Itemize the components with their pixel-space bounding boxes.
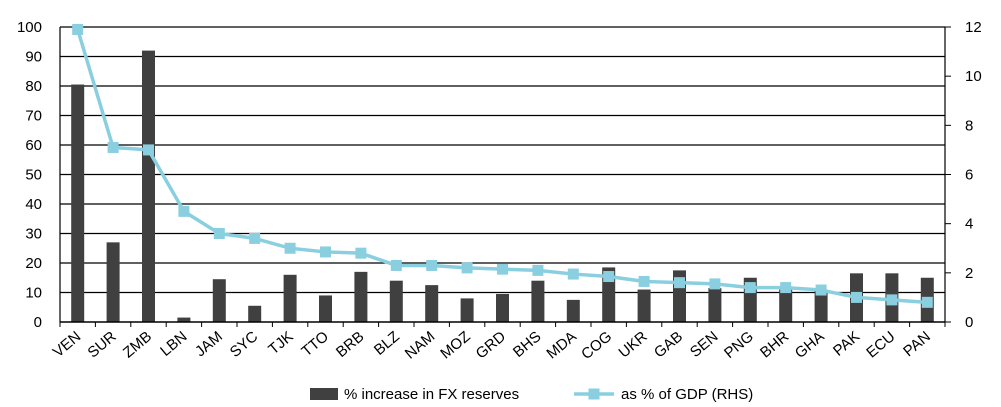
- bar-tjk: [283, 274, 297, 322]
- y-right-tick-label: 2: [965, 265, 973, 282]
- x-tick-label-gha: GHA: [792, 328, 828, 362]
- x-tick-label-moz: MOZ: [437, 328, 473, 362]
- line-point-sur: [107, 141, 119, 153]
- y-left-tick-label: 0: [34, 314, 42, 331]
- bar-nam: [425, 285, 439, 322]
- y-left-tick-label: 60: [25, 137, 42, 154]
- line-point-moz: [461, 262, 473, 274]
- x-tick-label-gab: GAB: [651, 328, 686, 361]
- x-tick-label-sur: SUR: [84, 328, 119, 361]
- y-left-tick-label: 40: [25, 196, 42, 213]
- line-series: [72, 23, 933, 308]
- x-tick-label-zmb: ZMB: [120, 328, 155, 361]
- legend-line-label: as % of GDP (RHS): [621, 386, 753, 403]
- y-right-tick-label: 12: [965, 19, 982, 36]
- x-tick-label-ecu: ECU: [863, 328, 898, 361]
- bar-sur: [106, 242, 120, 322]
- bar-bhs: [531, 280, 545, 322]
- x-tick-label-png: PNG: [721, 328, 757, 362]
- y-left-tick-label: 70: [25, 108, 42, 125]
- bar-mda: [566, 299, 580, 322]
- bar-ukr: [637, 289, 651, 322]
- line-point-png: [744, 282, 756, 294]
- x-tick-label-nam: NAM: [402, 328, 438, 362]
- legend-bar-label: % increase in FX reserves: [344, 386, 519, 403]
- y-left-tick-label: 10: [25, 285, 42, 302]
- y-left-tick-label: 90: [25, 49, 42, 66]
- bar-moz: [460, 298, 474, 322]
- x-tick-label-lbn: LBN: [157, 328, 190, 360]
- line-point-brb: [355, 247, 367, 259]
- bar-lbn: [177, 317, 191, 322]
- line-point-ven: [72, 23, 84, 35]
- bar-sen: [708, 288, 722, 322]
- y-right-tick-label: 8: [965, 117, 973, 134]
- legend: % increase in FX reserves as % of GDP (RH…: [310, 386, 753, 403]
- line-point-syc: [249, 232, 261, 244]
- line-point-jam: [213, 228, 225, 239]
- line-point-tto: [320, 246, 331, 258]
- x-tick-label-cog: COG: [578, 328, 615, 363]
- y-left-tick-label: 100: [17, 19, 42, 36]
- bar-ven: [71, 84, 85, 323]
- x-tick-label-grd: GRD: [473, 328, 510, 363]
- bar-zmb: [142, 50, 155, 322]
- y-left-tick-label: 50: [25, 167, 42, 184]
- line-point-bhs: [532, 264, 544, 276]
- x-tick-label-sen: SEN: [687, 328, 722, 361]
- bar-jam: [212, 279, 226, 322]
- line-point-ukr: [638, 275, 650, 287]
- x-tick-label-ven: VEN: [50, 328, 85, 361]
- line-point-pak: [851, 291, 862, 303]
- y-right-tick-label: 4: [965, 216, 973, 233]
- y-left-tick-label: 20: [25, 255, 42, 272]
- line-point-lbn: [178, 205, 190, 217]
- y-right-tick-label: 10: [965, 68, 982, 85]
- line-point-grd: [497, 263, 508, 275]
- x-tick-label-jam: JAM: [192, 328, 226, 360]
- line-point-pan: [921, 296, 933, 308]
- bar-blz: [389, 280, 403, 322]
- line-point-ecu: [886, 294, 898, 306]
- x-tick-label-bhs: BHS: [510, 328, 545, 361]
- x-tick-label-brb: BRB: [333, 328, 368, 361]
- line-point-mda: [567, 268, 579, 280]
- bar-syc: [248, 305, 262, 322]
- y-right-tick-label: 6: [965, 167, 973, 184]
- line-point-gha: [815, 284, 827, 296]
- x-tick-label-tto: TTO: [298, 328, 332, 360]
- bar-bhr: [779, 289, 793, 322]
- y-left-tick-label: 30: [25, 226, 42, 243]
- gdp-line: [76, 28, 928, 305]
- x-tick-label-mda: MDA: [543, 328, 579, 362]
- x-tick-label-syc: SYC: [227, 328, 262, 361]
- bar-series: [71, 50, 934, 323]
- x-tick-label-ukr: UKR: [615, 328, 650, 361]
- x-tick-label-pan: PAN: [900, 328, 934, 360]
- bar-tto: [319, 295, 332, 322]
- gridlines: [60, 26, 945, 294]
- line-point-tjk: [284, 242, 296, 254]
- bar-brb: [354, 271, 368, 322]
- line-point-gab: [674, 277, 685, 289]
- line-point-zmb: [143, 144, 154, 156]
- y-left-tick-label: 80: [25, 78, 42, 95]
- y-right-tick-label: 0: [965, 314, 973, 331]
- legend-bar-swatch: [310, 388, 338, 400]
- line-point-blz: [390, 259, 402, 271]
- line-point-cog: [603, 271, 615, 283]
- x-tick-label-bhr: BHR: [757, 328, 792, 361]
- bar-gha: [814, 289, 828, 322]
- x-tick-label-pak: PAK: [830, 328, 863, 360]
- line-point-nam: [426, 259, 438, 271]
- legend-line-marker: [588, 388, 600, 400]
- x-tick-label-tjk: TJK: [265, 328, 296, 358]
- line-point-sen: [709, 278, 721, 290]
- line-point-bhr: [780, 282, 792, 294]
- x-tick-label-blz: BLZ: [371, 328, 403, 359]
- bar-grd: [496, 293, 509, 322]
